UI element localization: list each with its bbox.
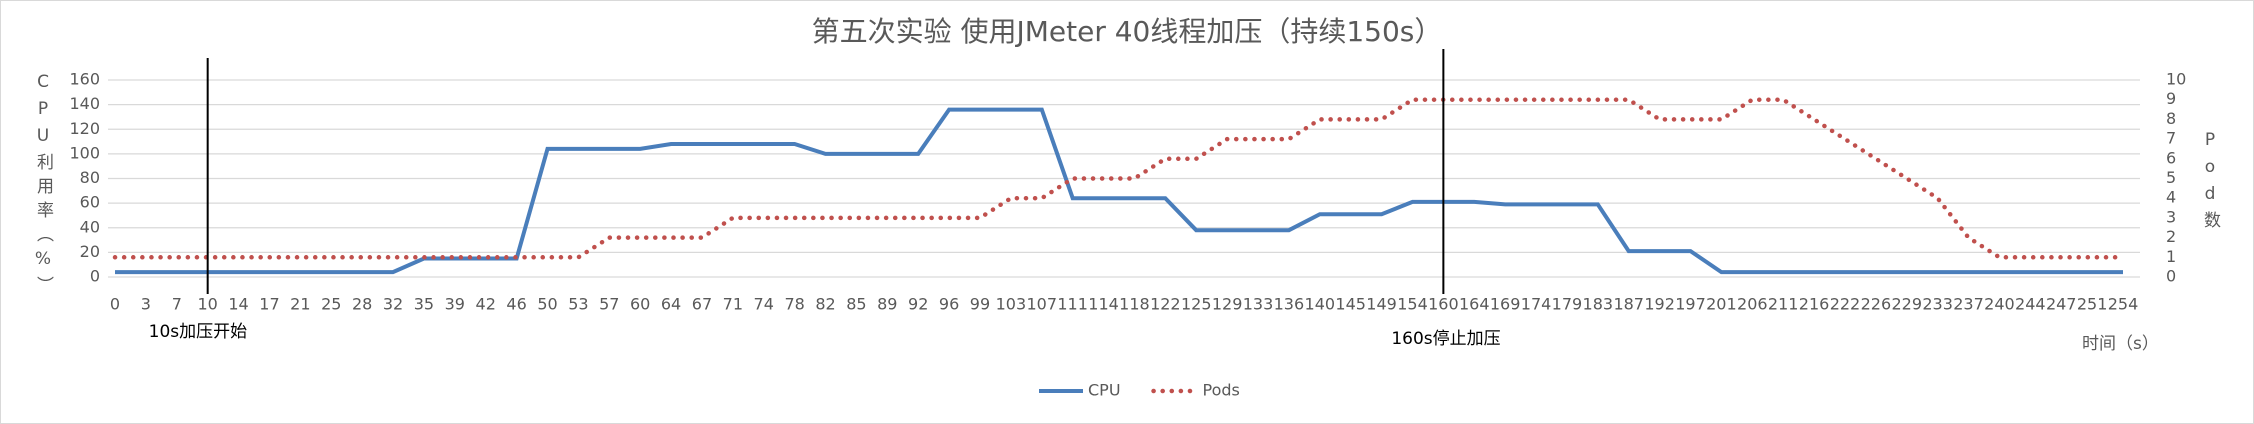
series-line <box>115 107 2123 275</box>
y-tick-label: 60 <box>80 193 100 212</box>
x-tick-label: 136 <box>1274 295 1305 314</box>
y2-tick-label: 5 <box>2166 168 2176 187</box>
x-tick-label: 122 <box>1150 295 1181 314</box>
x-tick-label: 111 <box>1057 295 1088 314</box>
x-tick-label: 64 <box>661 295 681 314</box>
x-tick-label: 42 <box>476 295 496 314</box>
y2-axis-title: Pod数 <box>2200 130 2221 235</box>
y2-tick-label: 8 <box>2166 109 2176 128</box>
y-tick-label: 20 <box>80 242 100 261</box>
x-tick-label: 149 <box>1366 295 1397 314</box>
x-tick-label: 179 <box>1552 295 1583 314</box>
y-tick-label: 40 <box>80 217 100 236</box>
x-tick-label: 14 <box>228 295 248 314</box>
x-tick-label: 125 <box>1181 295 1212 314</box>
x-tick-label: 107 <box>1026 295 1057 314</box>
y-axis-title: CPU利用率（%） <box>33 72 54 300</box>
x-tick-label: 164 <box>1459 295 1490 314</box>
x-tick-label: 254 <box>2108 295 2139 314</box>
x-tick-label: 114 <box>1088 295 1119 314</box>
x-tick-label: 46 <box>506 295 526 314</box>
x-tick-label: 206 <box>1737 295 1768 314</box>
x-tick-label: 118 <box>1119 295 1150 314</box>
x-tick-label: 82 <box>815 295 835 314</box>
x-tick-label: 247 <box>2046 295 2077 314</box>
y2-tick-label: 4 <box>2166 188 2176 207</box>
x-tick-label: 39 <box>445 295 465 314</box>
x-tick-label: 17 <box>259 295 279 314</box>
x-tick-label: 129 <box>1212 295 1243 314</box>
x-tick-label: 85 <box>846 295 866 314</box>
x-tick-label: 74 <box>754 295 774 314</box>
annotation-text: 160s停止加压 <box>1391 329 1500 349</box>
x-tick-label: 10 <box>197 295 217 314</box>
y-tick-label: 80 <box>80 168 100 187</box>
x-tick-label: 140 <box>1305 295 1336 314</box>
x-tick-label: 216 <box>1799 295 1830 314</box>
x-tick-label: 92 <box>908 295 928 314</box>
y2-tick-label: 0 <box>2166 267 2176 286</box>
annotation-text: 10s加压开始 <box>149 322 248 342</box>
x-tick-label: 78 <box>784 295 804 314</box>
x-tick-label: 145 <box>1335 295 1366 314</box>
x-tick-label: 99 <box>970 295 990 314</box>
x-tick-label: 233 <box>1922 295 1953 314</box>
x-tick-label: 67 <box>692 295 712 314</box>
x-tick-label: 192 <box>1644 295 1675 314</box>
x-tick-label: 35 <box>414 295 434 314</box>
x-tick-label: 197 <box>1675 295 1706 314</box>
x-tick-label: 0 <box>110 295 120 314</box>
x-tick-label: 226 <box>1861 295 1892 314</box>
x-tick-label: 237 <box>1953 295 1984 314</box>
x-axis-title: 时间（s） <box>2082 334 2159 354</box>
y-tick-label: 100 <box>69 143 100 162</box>
x-tick-label: 32 <box>383 295 403 314</box>
x-tick-label: 160 <box>1428 295 1459 314</box>
x-tick-label: 211 <box>1768 295 1799 314</box>
x-tick-label: 103 <box>996 295 1027 314</box>
x-tick-label: 240 <box>1984 295 2015 314</box>
x-tick-label: 7 <box>172 295 182 314</box>
chart-title: 第五次实验 使用JMeter 40线程加压（持续150s） <box>812 15 1443 48</box>
x-tick-label: 50 <box>537 295 557 314</box>
y-tick-label: 140 <box>69 94 100 113</box>
x-tick-label: 244 <box>2015 295 2046 314</box>
x-tick-label: 3 <box>141 295 151 314</box>
x-tick-label: 57 <box>599 295 619 314</box>
y-tick-label: 160 <box>69 70 100 89</box>
y2-tick-label: 2 <box>2166 227 2176 246</box>
x-tick-label: 89 <box>877 295 897 314</box>
y2-tick-label: 10 <box>2166 70 2186 89</box>
y2-tick-label: 1 <box>2166 247 2176 266</box>
x-tick-label: 187 <box>1613 295 1644 314</box>
series-line <box>112 97 2126 260</box>
x-tick-label: 133 <box>1243 295 1274 314</box>
x-tick-label: 222 <box>1830 295 1861 314</box>
x-tick-label: 169 <box>1490 295 1521 314</box>
x-tick-label: 201 <box>1706 295 1737 314</box>
y-tick-label: 120 <box>69 119 100 138</box>
x-tick-label: 21 <box>290 295 310 314</box>
x-tick-label: 251 <box>2077 295 2108 314</box>
x-tick-label: 154 <box>1397 295 1428 314</box>
x-tick-label: 53 <box>568 295 588 314</box>
y2-tick-label: 3 <box>2166 207 2176 226</box>
x-tick-label: 71 <box>723 295 743 314</box>
x-tick-label: 28 <box>352 295 372 314</box>
x-tick-label: 174 <box>1521 295 1552 314</box>
y2-tick-label: 9 <box>2166 89 2176 108</box>
y-tick-label: 0 <box>90 267 100 286</box>
x-tick-label: 25 <box>321 295 341 314</box>
legend-label: CPU <box>1088 381 1121 400</box>
x-tick-label: 96 <box>939 295 959 314</box>
x-tick-label: 60 <box>630 295 650 314</box>
y2-tick-label: 6 <box>2166 148 2176 167</box>
x-tick-label: 183 <box>1583 295 1614 314</box>
x-tick-label: 229 <box>1891 295 1922 314</box>
legend-label: Pods <box>1203 381 1240 400</box>
y2-tick-label: 7 <box>2166 129 2176 148</box>
